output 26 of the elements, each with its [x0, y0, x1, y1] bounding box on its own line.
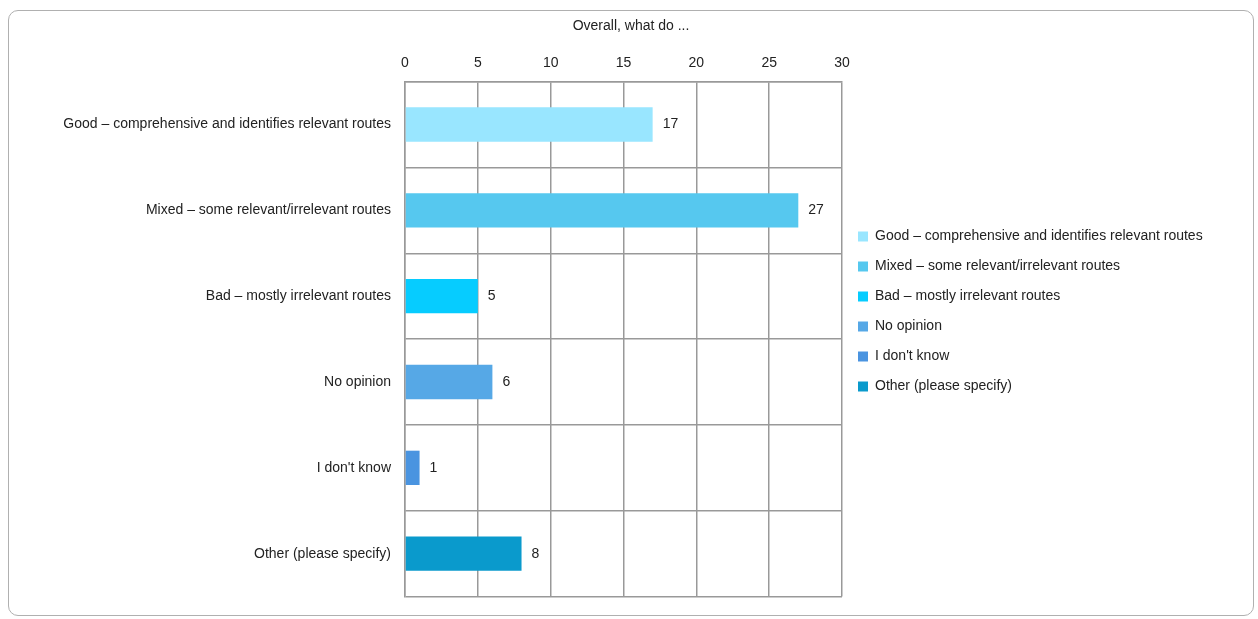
y-tick-label: Good – comprehensive and identifies relevant routes: [63, 115, 391, 132]
legend-label: Other (please specify): [875, 377, 1012, 394]
y-tick-label: I don't know: [316, 458, 392, 475]
x-tick-label: 5: [473, 54, 482, 71]
y-tick-label: No opinion: [324, 372, 391, 389]
x-tick-label: 25: [761, 54, 778, 71]
y-tick-label: Other (please specify): [254, 544, 391, 561]
legend-label: Mixed – some relevant/irrelevant routes: [875, 257, 1121, 274]
x-tick-label: 10: [542, 54, 559, 71]
data-label: 1: [429, 458, 438, 475]
legend-label: No opinion: [875, 317, 942, 334]
y-tick-label: Mixed – some relevant/irrelevant routes: [145, 201, 391, 218]
legend-label: I don't know: [875, 347, 951, 364]
data-label: 27: [808, 201, 825, 218]
data-label: 5: [487, 287, 496, 304]
data-label: 8: [531, 544, 540, 561]
data-label: 6: [502, 372, 511, 389]
x-tick-label: 15: [615, 54, 632, 71]
chart-title: Overall, what do ...: [572, 17, 690, 34]
x-tick-label: 0: [401, 54, 410, 71]
x-tick-label: 20: [688, 54, 705, 71]
legend-label: Good – comprehensive and identifies relevant routes: [875, 227, 1203, 244]
data-label: 17: [662, 115, 679, 132]
y-tick-label: Bad – mostly irrelevant routes: [205, 287, 391, 304]
legend-label: Bad – mostly irrelevant routes: [875, 287, 1061, 304]
x-tick-label: 30: [834, 54, 850, 71]
